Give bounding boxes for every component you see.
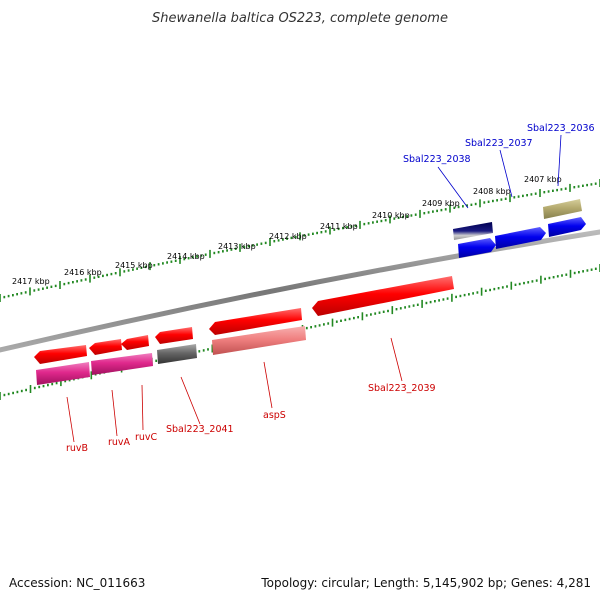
gene-arrow[interactable] bbox=[212, 326, 306, 355]
kbp-label: 2416 kbp bbox=[64, 268, 102, 277]
gene-label-ruvb[interactable]: ruvB bbox=[66, 443, 88, 454]
kbp-label: 2415 kbp bbox=[115, 261, 153, 270]
gene-sbal223-2036-block[interactable] bbox=[543, 199, 586, 237]
leader-line-sbal223-2041 bbox=[180, 376, 201, 425]
gene-label-sbal223-2039[interactable]: Sbal223_2039 bbox=[368, 383, 436, 394]
gene-sbal223-2037-block[interactable] bbox=[495, 227, 546, 249]
gene-label-ruvc[interactable]: ruvC bbox=[135, 432, 158, 443]
kbp-label: 2410 kbp bbox=[372, 211, 410, 220]
gene-labels: ruvB ruvA ruvC Sbal223_2041 aspS Sbal223… bbox=[66, 123, 595, 454]
gene-arrow[interactable] bbox=[91, 353, 153, 375]
gene-asps-block[interactable] bbox=[209, 308, 306, 355]
gene-arrow[interactable] bbox=[209, 308, 302, 335]
leader-line-sbal223-2037 bbox=[499, 149, 513, 198]
gene-arrow[interactable] bbox=[458, 238, 496, 258]
gene-label-sbal223-2036[interactable]: Sbal223_2036 bbox=[527, 123, 595, 134]
kbp-label: 2408 kbp bbox=[473, 187, 511, 196]
kbp-label: 2411 kbp bbox=[320, 222, 358, 231]
gene-sbal223-2041-block[interactable] bbox=[155, 327, 197, 364]
kbp-label: 2413 kbp bbox=[218, 242, 256, 251]
kbp-label: 2414 kbp bbox=[167, 252, 205, 261]
kbp-label: 2409 kbp bbox=[422, 199, 460, 208]
upper-tick-track bbox=[0, 179, 600, 302]
gene-label-sbal223-2041[interactable]: Sbal223_2041 bbox=[166, 424, 234, 435]
genome-title: Shewanella baltica OS223, complete genom… bbox=[152, 11, 448, 26]
gene-label-ruva[interactable]: ruvA bbox=[108, 437, 131, 448]
accession-text: Accession: NC_011663 bbox=[9, 576, 145, 590]
gene-arrow[interactable] bbox=[89, 339, 122, 355]
gene-arrow[interactable] bbox=[453, 222, 493, 240]
gene-arrow[interactable] bbox=[121, 335, 149, 350]
kbp-label: 2407 kbp bbox=[524, 175, 562, 184]
gene-arrow[interactable] bbox=[495, 227, 546, 249]
leader-line-ruva bbox=[111, 389, 118, 437]
gene-arrow[interactable] bbox=[36, 362, 90, 385]
leader-lines bbox=[66, 134, 562, 443]
gene-sbal223-2038-block[interactable] bbox=[453, 222, 496, 258]
genome-summary-text: Topology: circular; Length: 5,145,902 bp… bbox=[260, 576, 591, 590]
gene-label-sbal223-2037[interactable]: Sbal223_2037 bbox=[465, 138, 533, 149]
gene-label-sbal223-2038[interactable]: Sbal223_2038 bbox=[403, 154, 471, 165]
gene-ruvc-block[interactable] bbox=[121, 335, 149, 350]
leader-line-ruvc bbox=[141, 384, 144, 431]
leader-line-sbal223-2039 bbox=[390, 337, 403, 382]
gene-label-asps[interactable]: aspS bbox=[263, 410, 286, 421]
leader-line-sbal223-2036 bbox=[557, 134, 562, 187]
gene-ruvb-block[interactable] bbox=[34, 345, 90, 385]
kbp-label: 2417 kbp bbox=[12, 277, 50, 286]
genome-backbone bbox=[0, 229, 600, 353]
leader-line-sbal223-2038 bbox=[437, 166, 469, 209]
gene-sbal223-2039-block[interactable] bbox=[312, 276, 454, 316]
gene-arrow[interactable] bbox=[543, 199, 582, 219]
kbp-label: 2412 kbp bbox=[269, 232, 307, 241]
gene-arrow[interactable] bbox=[155, 327, 193, 344]
gene-ruva-block[interactable] bbox=[89, 339, 153, 375]
kbp-labels: 2417 kbp 2416 kbp 2415 kbp 2414 kbp 2413… bbox=[12, 175, 562, 286]
gene-arrow[interactable] bbox=[312, 276, 454, 316]
gene-arrow[interactable] bbox=[157, 344, 197, 364]
leader-line-ruvb bbox=[66, 396, 75, 443]
gene-arrow[interactable] bbox=[548, 217, 586, 237]
leader-line-asps bbox=[263, 361, 273, 409]
gene-arrow[interactable] bbox=[34, 345, 87, 364]
